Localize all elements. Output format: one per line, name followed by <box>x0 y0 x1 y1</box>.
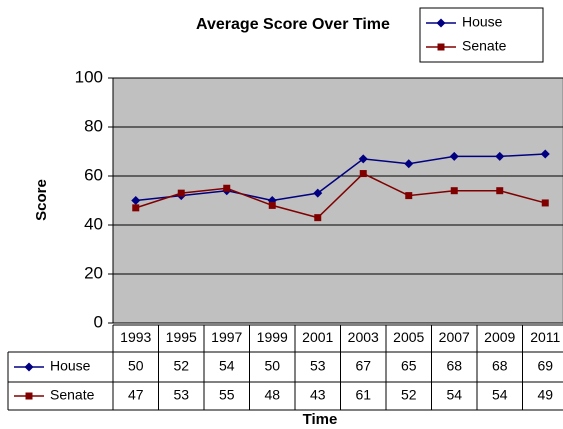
marker <box>496 187 504 195</box>
marker <box>132 204 140 212</box>
marker <box>131 196 141 205</box>
marker <box>177 189 185 197</box>
y-tick-label: 0 <box>94 312 103 331</box>
y-tick-label: 100 <box>75 67 103 86</box>
plot-area <box>112 77 563 324</box>
table-cell: 53 <box>173 387 189 403</box>
marker <box>313 188 323 198</box>
marker <box>405 192 413 200</box>
x-tick-label: 2001 <box>302 329 333 345</box>
table-cell: 67 <box>355 358 371 374</box>
marker <box>359 170 367 178</box>
table-cell: 54 <box>446 387 462 403</box>
table-cell: 68 <box>446 358 462 374</box>
legend-key-marker <box>436 18 446 28</box>
table-cell: 43 <box>310 387 326 403</box>
legend-label: House <box>462 14 503 30</box>
table-cell: 65 <box>401 358 417 374</box>
x-tick-label: 2003 <box>348 329 379 345</box>
chart-title: Average Score Over Time <box>196 16 390 33</box>
x-tick-label: 1997 <box>211 329 242 345</box>
marker <box>223 184 231 192</box>
y-tick-label: 20 <box>84 263 103 282</box>
marker <box>450 187 458 195</box>
x-axis-label: Time <box>303 411 338 428</box>
marker <box>541 199 549 207</box>
x-tick-label: 2007 <box>439 329 470 345</box>
table-row-label: House <box>50 358 91 374</box>
series-line <box>135 153 546 202</box>
series-line <box>135 172 546 219</box>
legend-key-marker <box>437 43 445 51</box>
legend-key-marker <box>25 392 33 400</box>
legend-key-marker <box>24 362 34 372</box>
table-cell: 68 <box>492 358 508 374</box>
x-tick-label: 2011 <box>530 329 560 345</box>
y-tick-label: 60 <box>84 165 103 184</box>
table-cell: 54 <box>492 387 508 403</box>
x-tick-label: 1999 <box>257 329 288 345</box>
marker <box>540 149 550 159</box>
marker <box>449 151 459 161</box>
marker <box>404 159 414 169</box>
table-cell: 49 <box>537 387 553 403</box>
marker <box>268 201 276 209</box>
legend-box <box>419 7 544 63</box>
y-tick-label: 80 <box>84 116 103 135</box>
x-tick-label: 2005 <box>393 329 424 345</box>
table-cell: 50 <box>128 358 144 374</box>
table-cell: 69 <box>537 358 553 374</box>
x-tick-label: 1995 <box>166 329 197 345</box>
table-cell: 61 <box>355 387 371 403</box>
table-cell: 50 <box>264 358 280 374</box>
marker <box>495 151 505 161</box>
x-tick-label: 1993 <box>120 329 151 345</box>
x-tick-label: 2009 <box>484 329 515 345</box>
legend-label: Senate <box>462 38 507 54</box>
marker <box>314 214 322 222</box>
table-cell: 47 <box>128 387 144 403</box>
table-cell: 52 <box>173 358 189 374</box>
table-cell: 48 <box>264 387 280 403</box>
table-cell: 54 <box>219 358 235 374</box>
y-tick-label: 40 <box>84 214 103 233</box>
y-axis-label: Score <box>33 179 50 221</box>
marker <box>358 154 368 164</box>
table-cell: 52 <box>401 387 417 403</box>
table-cell: 55 <box>219 387 235 403</box>
table-cell: 53 <box>310 358 326 374</box>
table-row-label: Senate <box>50 387 95 403</box>
